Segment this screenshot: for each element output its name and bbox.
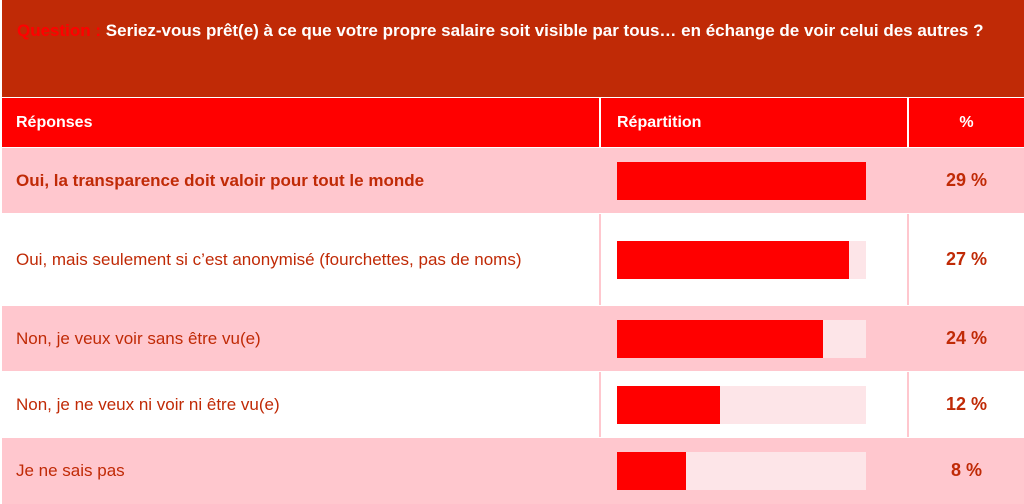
bar-fill	[617, 320, 823, 358]
distribution-cell	[599, 214, 907, 305]
bar-track	[617, 452, 866, 490]
bar-fill	[617, 162, 866, 200]
header-percent: %	[907, 98, 1024, 147]
bar-fill	[617, 386, 720, 424]
table-bottom-border	[2, 502, 1024, 504]
response-label: Je ne sais pas	[16, 460, 125, 480]
bar-track	[617, 386, 866, 424]
table-row: Non, je ne veux ni voir ni être vu(e) 12 …	[2, 371, 1024, 437]
percent-value: 29 %	[907, 148, 1024, 213]
response-label: Oui, la transparence doit valoir pour to…	[16, 170, 425, 190]
percent-value: 27 %	[907, 214, 1024, 305]
distribution-cell	[599, 372, 907, 437]
bar-track	[617, 241, 866, 279]
percent-value: 24 %	[907, 306, 1024, 371]
header-distribution: Répartition	[599, 98, 907, 147]
percent-value: 12 %	[907, 372, 1024, 437]
bar-track	[617, 320, 866, 358]
response-label: Non, je ne veux ni voir ni être vu(e)	[16, 394, 280, 414]
distribution-cell	[599, 438, 907, 503]
table-header: Réponses Répartition %	[2, 97, 1024, 147]
question-banner: Question : Seriez-vous prêt(e) à ce que …	[2, 0, 1024, 97]
bar-fill	[617, 241, 849, 279]
bar-fill	[617, 452, 686, 490]
response-label: Non, je veux voir sans être vu(e)	[16, 328, 261, 348]
bar-track	[617, 162, 866, 200]
table-row: Oui, la transparence doit valoir pour to…	[2, 147, 1024, 213]
table-row: Oui, mais seulement si c’est anonymisé (…	[2, 213, 1024, 305]
percent-value: 8 %	[907, 438, 1024, 503]
distribution-cell	[599, 306, 907, 371]
table-row: Je ne sais pas 8 %	[2, 437, 1024, 503]
table-row: Non, je veux voir sans être vu(e) 24 %	[2, 305, 1024, 371]
question-text: Seriez-vous prêt(e) à ce que votre propr…	[105, 21, 984, 40]
response-label: Oui, mais seulement si c’est anonymisé (…	[16, 249, 522, 269]
question-label: Question :	[17, 21, 102, 40]
header-responses: Réponses	[16, 113, 93, 131]
distribution-cell	[599, 148, 907, 213]
